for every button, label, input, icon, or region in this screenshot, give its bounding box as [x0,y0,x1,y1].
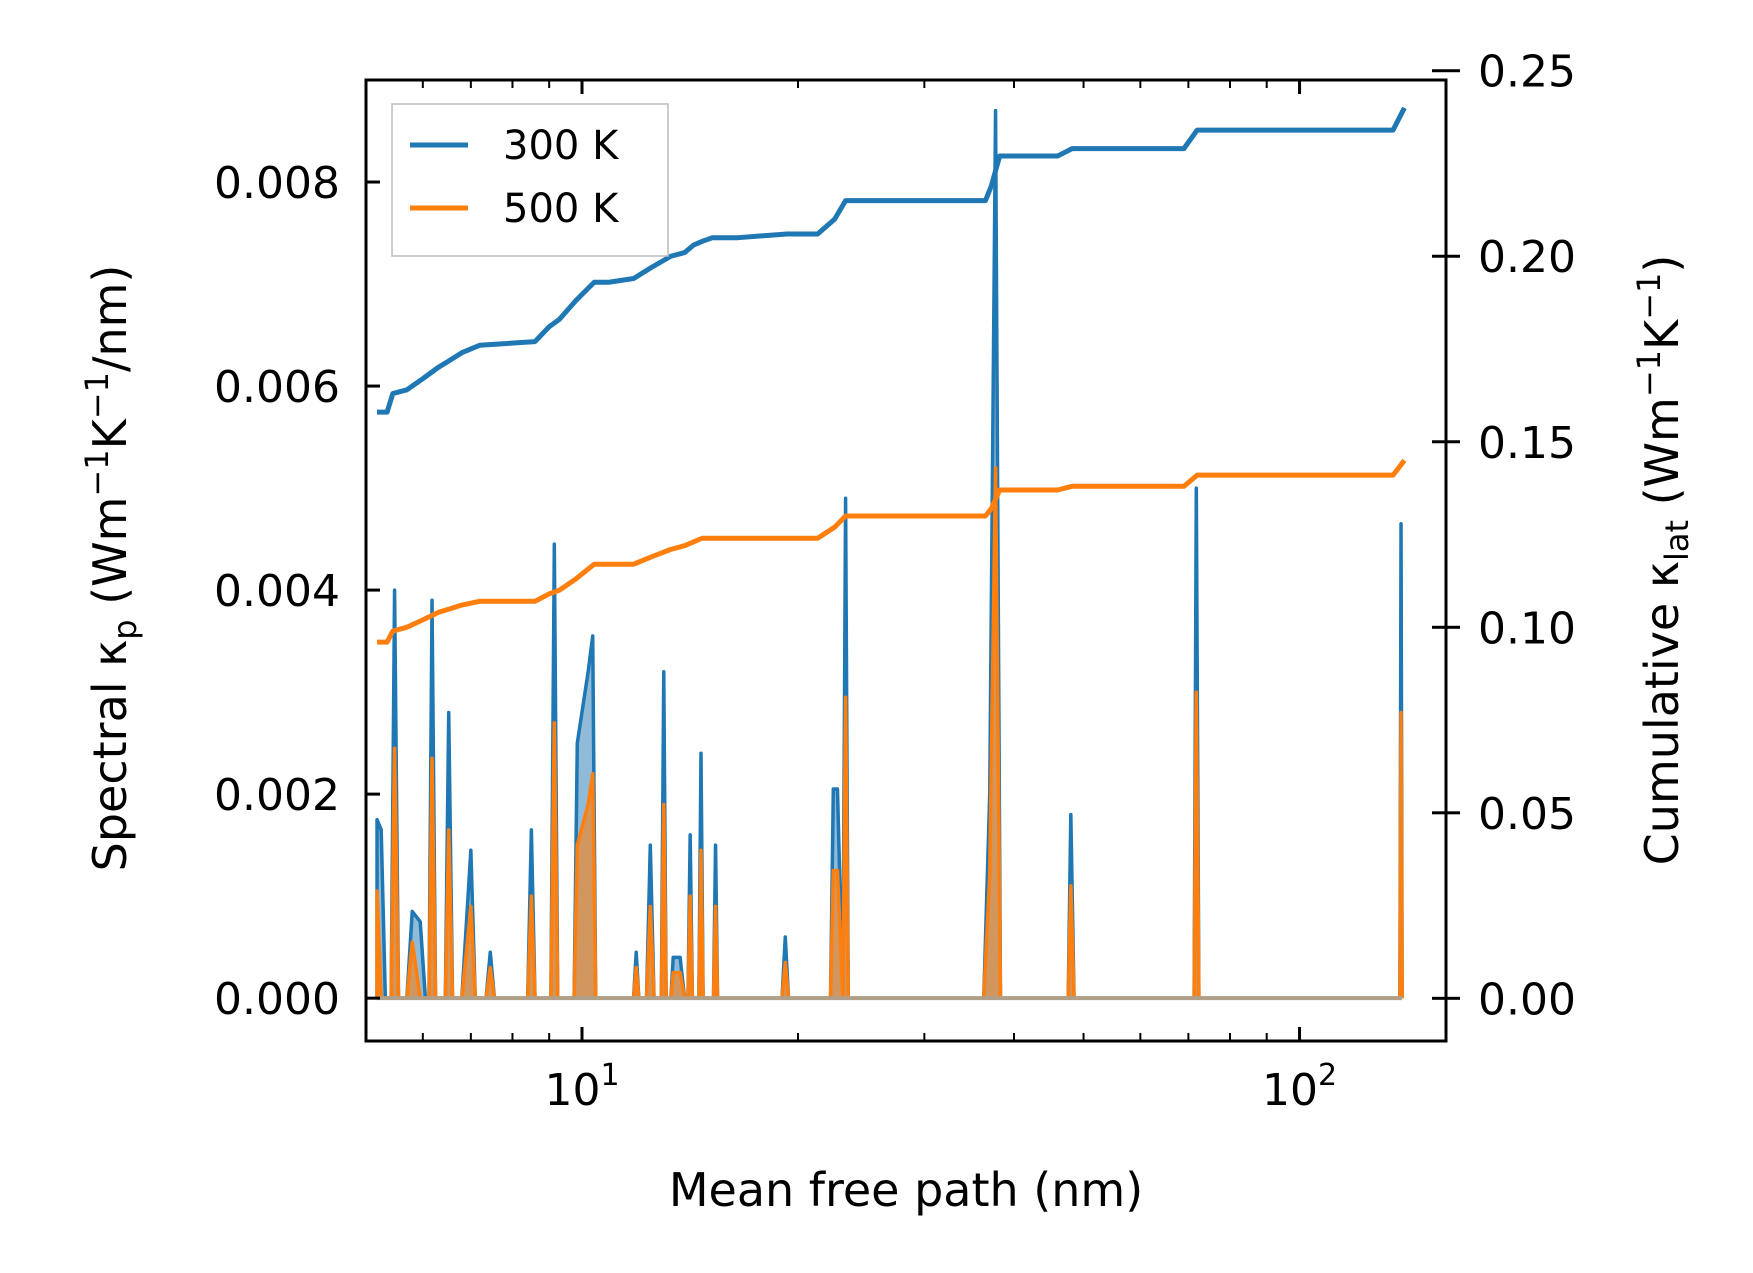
y-right-tick-label: 0.05 [1478,789,1576,840]
spectral-layer [375,108,1404,1001]
y-left-axis-title: Spectral κp (Wm−1K−1/nm) [78,265,144,872]
y-right-tick-label: 0.20 [1478,232,1576,283]
legend-label-300k: 300 K [503,123,620,169]
cumulative-line-300k [377,106,1407,415]
plot-frame [364,78,1448,1043]
y-left-tick-label: 0.006 [214,362,340,413]
cumulative-line-500k [377,458,1407,645]
y-left-tick-label: 0.002 [214,770,340,821]
y-right-tick-label: 0.25 [1478,47,1576,98]
x-tick-label: 101 [544,1058,619,1116]
y-right-tick-label: 0.15 [1478,418,1576,469]
ticks-layer: 101 102 0.000 0.002 0.004 0.006 0.008 0.00 0.05 0… [214,47,1576,1116]
x-axis-title: Mean free path (nm) [669,1163,1143,1217]
cumulative-layer [377,106,1407,645]
y-right-axis-title: Cumulative κlat (Wm−1K−1) [1630,255,1696,866]
y-left-tick-label: 0.008 [214,158,340,209]
x-tick-label: 102 [1262,1058,1337,1116]
legend-label-500k: 500 K [503,186,620,232]
y-left-tick-label: 0.000 [214,974,340,1025]
y-left-tick-label: 0.004 [214,566,340,617]
legend-box [391,103,669,257]
legend: 300 K 500 K [391,103,669,257]
y-right-tick-label: 0.10 [1478,603,1576,654]
y-right-tick-label: 0.00 [1478,974,1576,1025]
